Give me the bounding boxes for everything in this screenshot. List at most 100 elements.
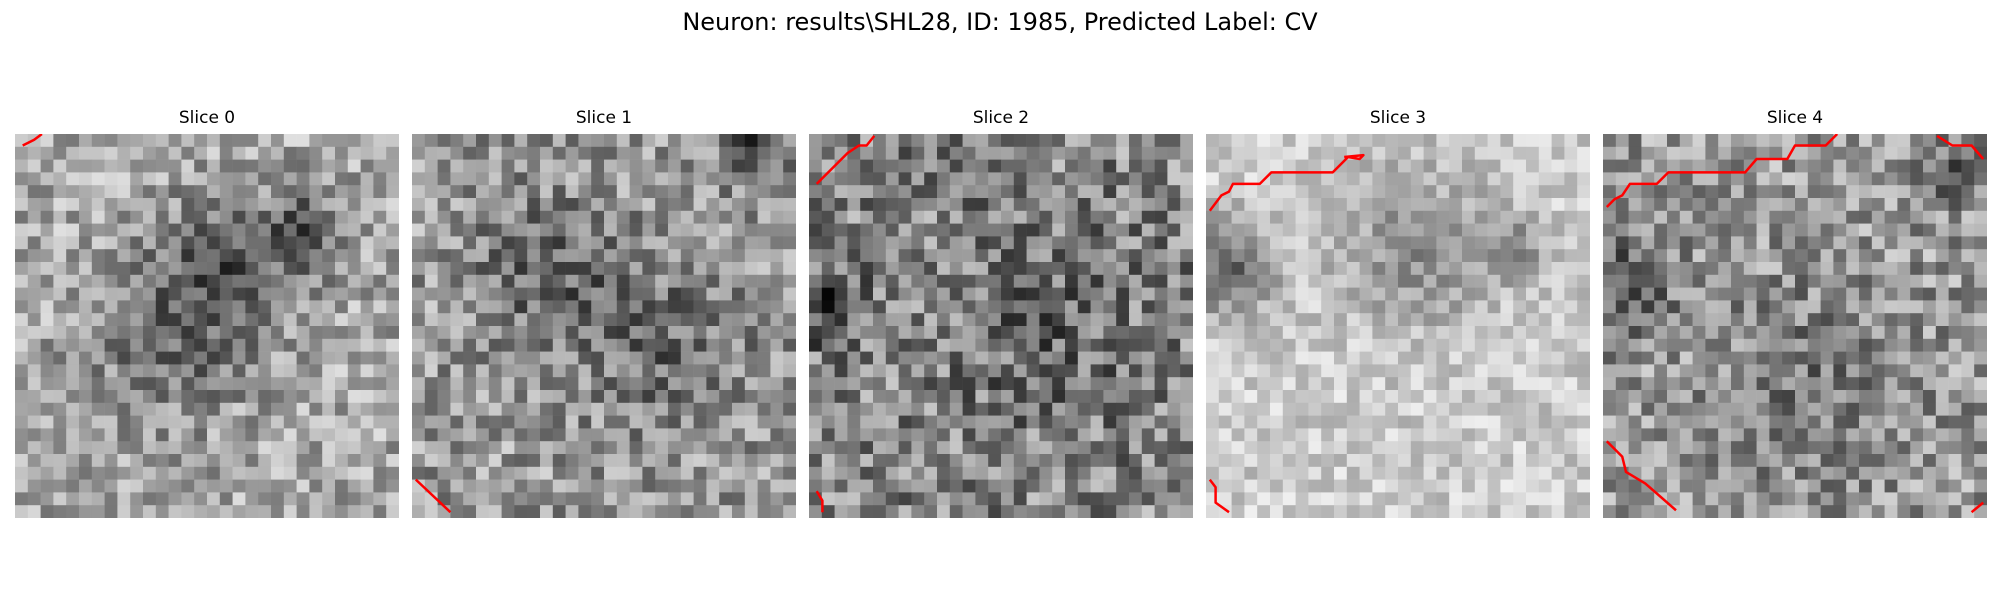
pixel-cell: [296, 492, 310, 506]
pixel-cell: [744, 159, 758, 173]
pixel-cell: [130, 351, 144, 365]
pixel-cell: [1871, 338, 1885, 352]
contour-line-2: [1605, 440, 1677, 512]
pixel-cell: [514, 454, 528, 468]
pixel-cell: [1436, 402, 1450, 416]
pixel-cell: [642, 402, 656, 416]
pixel-cell: [1141, 185, 1155, 199]
pixel-cell: [258, 313, 272, 327]
pixel-cell: [219, 454, 233, 468]
pixel-cell: [732, 479, 746, 493]
pixel-cell: [1615, 287, 1629, 301]
pixel-cell: [1884, 466, 1898, 480]
pixel-cell: [1833, 146, 1847, 160]
pixel-cell: [693, 210, 707, 224]
pixel-cell: [1487, 454, 1501, 468]
pixel-cell: [283, 159, 297, 173]
pixel-cell: [552, 351, 566, 365]
pixel-cell: [1551, 415, 1565, 429]
pixel-cell: [1526, 454, 1540, 468]
pixel-cell: [424, 390, 438, 404]
pixel-cell: [1743, 287, 1757, 301]
pixel-cell: [386, 505, 399, 518]
pixel-cell: [962, 479, 976, 493]
pixel-cell: [1449, 249, 1463, 263]
pixel-cell: [168, 326, 182, 340]
pixel-cell: [1154, 466, 1168, 480]
pixel-cell: [245, 390, 259, 404]
pixel-cell: [1154, 134, 1168, 148]
pixel-cell: [1013, 210, 1027, 224]
pixel-cell: [873, 172, 887, 186]
pixel-cell: [1372, 172, 1386, 186]
pixel-cell: [373, 364, 387, 378]
pixel-cell: [719, 402, 733, 416]
pixel-cell: [1308, 338, 1322, 352]
pixel-cell: [949, 134, 963, 148]
pixel-cell: [412, 210, 426, 224]
pixel-cell: [860, 479, 874, 493]
pixel-cell: [668, 466, 682, 480]
pixel-cell: [1295, 236, 1309, 250]
pixel-cell: [757, 364, 771, 378]
pixel-cell: [1577, 479, 1590, 493]
pixel-cell: [809, 146, 823, 160]
pixel-cell: [680, 326, 694, 340]
pixel-cell: [757, 287, 771, 301]
pixel-cell: [207, 300, 221, 314]
pixel-cell: [809, 454, 823, 468]
pixel-cell: [386, 262, 399, 276]
pixel-cell: [744, 146, 758, 160]
pixel-cell: [1423, 274, 1437, 288]
pixel-cell: [1769, 492, 1783, 506]
pixel-cell: [488, 146, 502, 160]
pixel-cell: [1679, 338, 1693, 352]
pixel-cell: [424, 159, 438, 173]
pixel-cell: [809, 415, 823, 429]
pixel-cell: [1705, 313, 1719, 327]
pixel-cell: [1231, 377, 1245, 391]
pixel-cell: [412, 236, 426, 250]
pixel-cell: [1871, 377, 1885, 391]
pixel-cell: [309, 505, 323, 518]
pixel-cell: [143, 159, 157, 173]
pixel-cell: [1282, 274, 1296, 288]
pixel-cell: [1923, 274, 1937, 288]
pixel-cell: [1308, 492, 1322, 506]
pixel-cell: [885, 287, 899, 301]
pixel-cell: [578, 287, 592, 301]
pixel-cell: [527, 505, 541, 518]
pixel-cell: [1974, 185, 1987, 199]
pixel-cell: [1077, 351, 1091, 365]
pixel-cell: [1935, 300, 1949, 314]
pixel-cell: [911, 505, 925, 518]
pixel-cell: [937, 274, 951, 288]
pixel-cell: [809, 428, 823, 442]
pixel-cell: [1449, 492, 1463, 506]
pixel-cell: [335, 338, 349, 352]
pixel-cell: [680, 198, 694, 212]
pixel-cell: [296, 364, 310, 378]
pixel-cell: [821, 287, 835, 301]
pixel-cell: [885, 428, 899, 442]
pixel-cell: [1334, 313, 1348, 327]
pixel-cell: [1436, 313, 1450, 327]
pixel-cell: [181, 146, 195, 160]
pixel-cell: [847, 198, 861, 212]
pixel-cell: [1679, 210, 1693, 224]
pixel-cell: [1218, 479, 1232, 493]
pixel-cell: [1871, 172, 1885, 186]
pixel-cell: [1206, 262, 1220, 276]
pixel-cell: [911, 210, 925, 224]
pixel-cell: [386, 492, 399, 506]
pixel-cell: [143, 454, 157, 468]
pixel-cell: [1807, 300, 1821, 314]
pixel-cell: [40, 313, 54, 327]
pixel-cell: [1001, 338, 1015, 352]
pixel-cell: [1206, 274, 1220, 288]
pixel-cell: [988, 415, 1002, 429]
pixel-cell: [1718, 210, 1732, 224]
pixel-cell: [744, 505, 758, 518]
pixel-cell: [1795, 210, 1809, 224]
pixel-cell: [1667, 338, 1681, 352]
